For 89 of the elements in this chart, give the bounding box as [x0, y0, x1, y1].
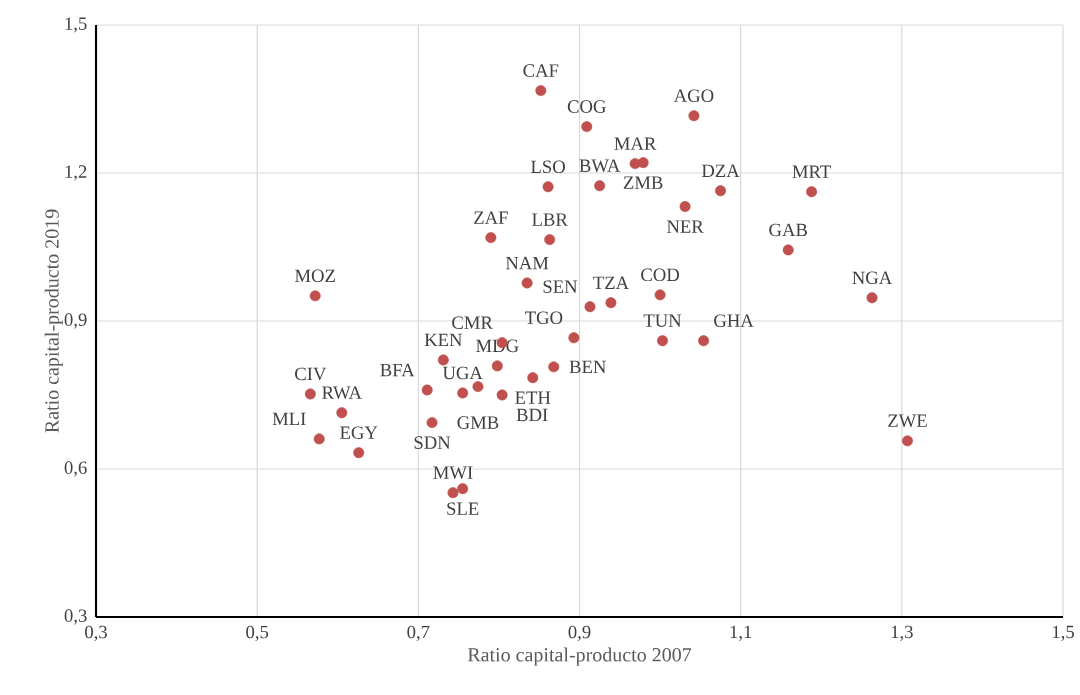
annotation: KEN [424, 333, 463, 347]
point [457, 387, 469, 399]
y-tick-label: 1,5 [65, 17, 87, 33]
annotation: DZA [701, 164, 740, 177]
annotation: GHA [714, 314, 754, 327]
annotation: TUN [643, 314, 682, 327]
annotation: CIV [295, 367, 327, 381]
annotation: BFA [380, 363, 415, 377]
annotation: NER [666, 220, 704, 233]
point [698, 335, 710, 347]
point [581, 121, 593, 133]
point [657, 335, 668, 347]
y-tick-label: 0,9 [64, 313, 87, 329]
x-tick-label: 0,7 [407, 625, 430, 641]
point [715, 185, 726, 197]
point [866, 292, 878, 304]
point [457, 483, 469, 495]
point [491, 360, 503, 372]
point [594, 180, 606, 192]
annotation: COD [641, 268, 680, 282]
annotation: EGY [340, 426, 378, 439]
annotation: GAB [769, 223, 808, 237]
annotation: SEN [543, 280, 578, 293]
annotation: LBR [532, 213, 568, 226]
annotation: ETH [515, 391, 551, 404]
point [637, 157, 649, 169]
annotation: MAR [614, 137, 657, 150]
point [806, 186, 818, 198]
annotation: ZWE [888, 414, 927, 428]
annotation: BDI [516, 408, 548, 422]
point [313, 433, 325, 445]
annotation: TGO [525, 311, 563, 325]
point [782, 244, 794, 256]
annotation: CAF [523, 64, 559, 77]
point [426, 417, 438, 429]
annotation: TZA [593, 276, 629, 289]
point [542, 181, 554, 193]
annotation: BEN [569, 360, 606, 374]
annotation: RWA [322, 386, 362, 400]
annotation: COG [567, 100, 606, 113]
annotation: MRT [792, 165, 831, 178]
annotation: MLI [272, 412, 306, 426]
x-tick-label: 1,1 [730, 625, 752, 641]
point [472, 381, 484, 393]
point [421, 384, 433, 396]
x-tick-label: 1,3 [891, 625, 913, 641]
point [496, 389, 508, 401]
point [353, 447, 365, 459]
x-tick-label: 0,5 [246, 625, 269, 641]
x-tick-label: 0,3 [85, 625, 107, 641]
annotation: CMR [452, 316, 493, 329]
annotation: ZAF [474, 211, 508, 224]
point [679, 201, 691, 213]
point [485, 232, 497, 244]
x-tick-label: 1,5 [1052, 625, 1074, 641]
annotation: GMB [457, 416, 499, 429]
point [336, 407, 348, 419]
annotation: MWI [433, 466, 473, 479]
y-tick-label: 0,6 [64, 461, 87, 477]
x-tick-label: 0,9 [568, 625, 591, 641]
annotation: BWA [579, 159, 621, 173]
point [584, 301, 596, 313]
annotation: UGA [442, 366, 483, 380]
point [437, 354, 449, 366]
point [535, 85, 547, 97]
point [688, 110, 700, 122]
point [309, 290, 321, 302]
point [548, 361, 560, 373]
x-axis-title: Ratio capital-producto 2007 [467, 647, 692, 666]
y-tick-label: 0,3 [64, 609, 87, 625]
annotation: AGO [673, 89, 714, 103]
annotation: NAM [505, 256, 549, 270]
point [654, 289, 666, 301]
point [447, 487, 459, 499]
annotation: ZMB [623, 176, 663, 189]
point [568, 332, 580, 344]
y-axis-title: Ratio capital-producto 2019 [44, 209, 63, 433]
point [902, 435, 913, 447]
point [527, 372, 539, 384]
point [544, 234, 556, 246]
annotation: SLE [447, 502, 479, 515]
point [521, 277, 533, 289]
annotation: NGA [852, 271, 893, 285]
annotation: LSO [530, 160, 565, 174]
y-tick-label: 1,2 [65, 165, 87, 181]
annotation: SDN [414, 436, 451, 449]
annotation: MOZ [295, 269, 335, 283]
point [605, 297, 617, 309]
point [304, 388, 316, 400]
